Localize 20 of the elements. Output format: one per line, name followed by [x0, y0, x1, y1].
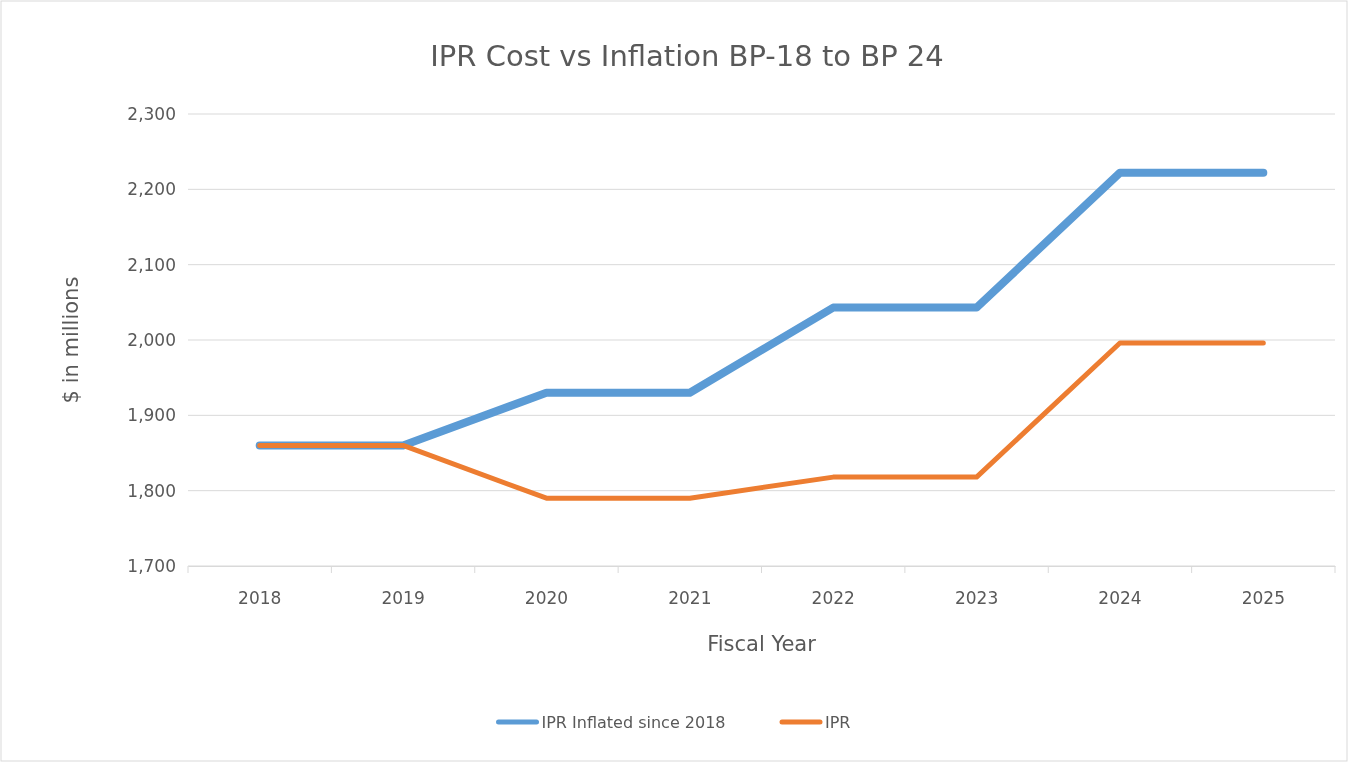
x-axis-title: Fiscal Year [707, 632, 817, 656]
x-tick-label: 2024 [1098, 588, 1142, 609]
y-tick-label: 1,900 [127, 405, 176, 426]
x-tick-label: 2019 [381, 588, 425, 609]
y-tick-label: 1,800 [127, 480, 176, 501]
x-tick-label: 2020 [524, 588, 569, 609]
y-axis-title: $ in millions [59, 276, 83, 404]
y-tick-label: 2,000 [127, 329, 176, 350]
x-tick-label: 2022 [811, 588, 855, 609]
legend-label: IPR [825, 713, 851, 732]
y-tick-label: 1,700 [127, 555, 176, 576]
y-tick-label: 2,200 [127, 179, 176, 200]
y-tick-label: 2,100 [127, 254, 176, 275]
x-tick-label: 2023 [954, 588, 999, 609]
x-tick-label: 2025 [1241, 588, 1285, 609]
legend-label: IPR Inflated since 2018 [541, 713, 726, 732]
chart-title: IPR Cost vs Inflation BP-18 to BP 24 [430, 39, 944, 73]
x-tick-label: 2018 [238, 588, 282, 609]
x-tick-label: 2021 [668, 588, 712, 609]
y-tick-label: 2,300 [127, 103, 176, 124]
